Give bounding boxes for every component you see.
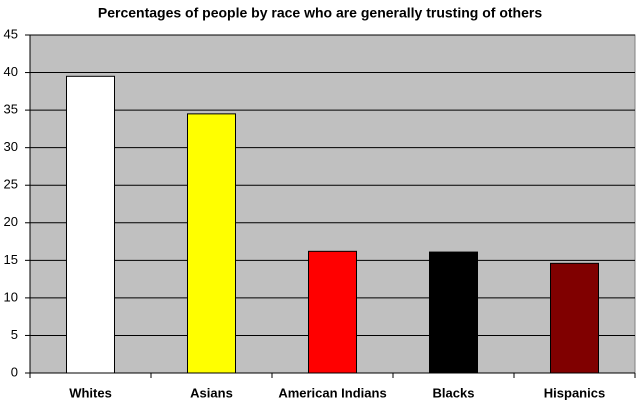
bar: [66, 75, 115, 374]
chart-title: Percentages of people by race who are ge…: [98, 5, 542, 21]
x-tick-label: Asians: [190, 385, 233, 400]
y-tick-label: 35: [4, 102, 18, 117]
bar: [308, 250, 357, 374]
bar: [550, 262, 599, 374]
bar: [429, 251, 478, 374]
y-tick-label: 45: [4, 26, 18, 41]
y-tick-label: 40: [4, 64, 18, 79]
y-tick-label: 20: [4, 214, 18, 229]
x-tick-label: Hispanics: [544, 385, 605, 400]
bar: [187, 113, 236, 374]
x-tick-label: Blacks: [433, 385, 475, 400]
y-tick-label: 10: [4, 289, 18, 304]
y-tick-label: 0: [11, 364, 18, 379]
x-tick-label: Whites: [69, 385, 112, 400]
y-tick-label: 5: [11, 327, 18, 342]
x-tick-label: American Indians: [278, 385, 386, 400]
y-tick-label: 25: [4, 177, 18, 192]
y-tick-label: 15: [4, 252, 18, 267]
y-tick-label: 30: [4, 139, 18, 154]
